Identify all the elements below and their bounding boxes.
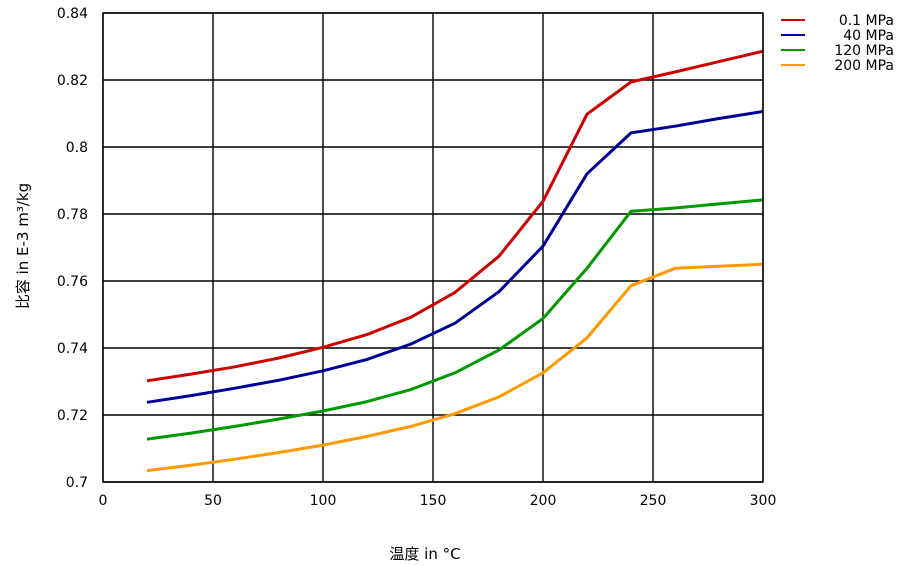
x-tick-label: 200 xyxy=(530,493,557,509)
series-line-2 xyxy=(146,198,764,441)
y-tick-label: 0.84 xyxy=(57,6,88,22)
x-tick-label: 150 xyxy=(420,493,447,509)
legend-label: 120 MPa xyxy=(834,43,894,59)
legend-label: 0.1 MPa xyxy=(839,13,894,29)
y-tick-label: 0.7 xyxy=(66,475,88,491)
y-tick-label: 0.76 xyxy=(57,274,88,290)
y-tick-label: 0.8 xyxy=(66,140,88,156)
series-line-3 xyxy=(146,262,764,473)
y-tick-label: 0.78 xyxy=(57,207,88,223)
series-layer xyxy=(146,49,764,473)
grid xyxy=(102,12,764,483)
series-line-0 xyxy=(146,49,764,383)
x-tick-label: 0 xyxy=(99,493,108,509)
series-line-1 xyxy=(146,110,764,404)
y-axis-label: 比容 in E-3 m³/kg xyxy=(14,183,32,309)
plot-frame xyxy=(102,12,764,483)
legend-label: 40 MPa xyxy=(843,28,894,44)
y-tick-label: 0.82 xyxy=(57,73,88,89)
y-tick-label: 0.74 xyxy=(57,341,88,357)
legend-label: 200 MPa xyxy=(834,58,894,74)
y-tick-label: 0.72 xyxy=(57,408,88,424)
x-axis-label: 温度 in °C xyxy=(389,545,460,563)
tick-labels: 0 50 100 150 200 250 300 0.7 0.72 0.74 0.76 0.78 0.8… xyxy=(57,6,777,509)
plot-border xyxy=(102,12,764,483)
x-tick-label: 100 xyxy=(310,493,337,509)
x-tick-label: 50 xyxy=(204,493,222,509)
x-tick-label: 300 xyxy=(750,493,777,509)
x-tick-label: 250 xyxy=(640,493,667,509)
